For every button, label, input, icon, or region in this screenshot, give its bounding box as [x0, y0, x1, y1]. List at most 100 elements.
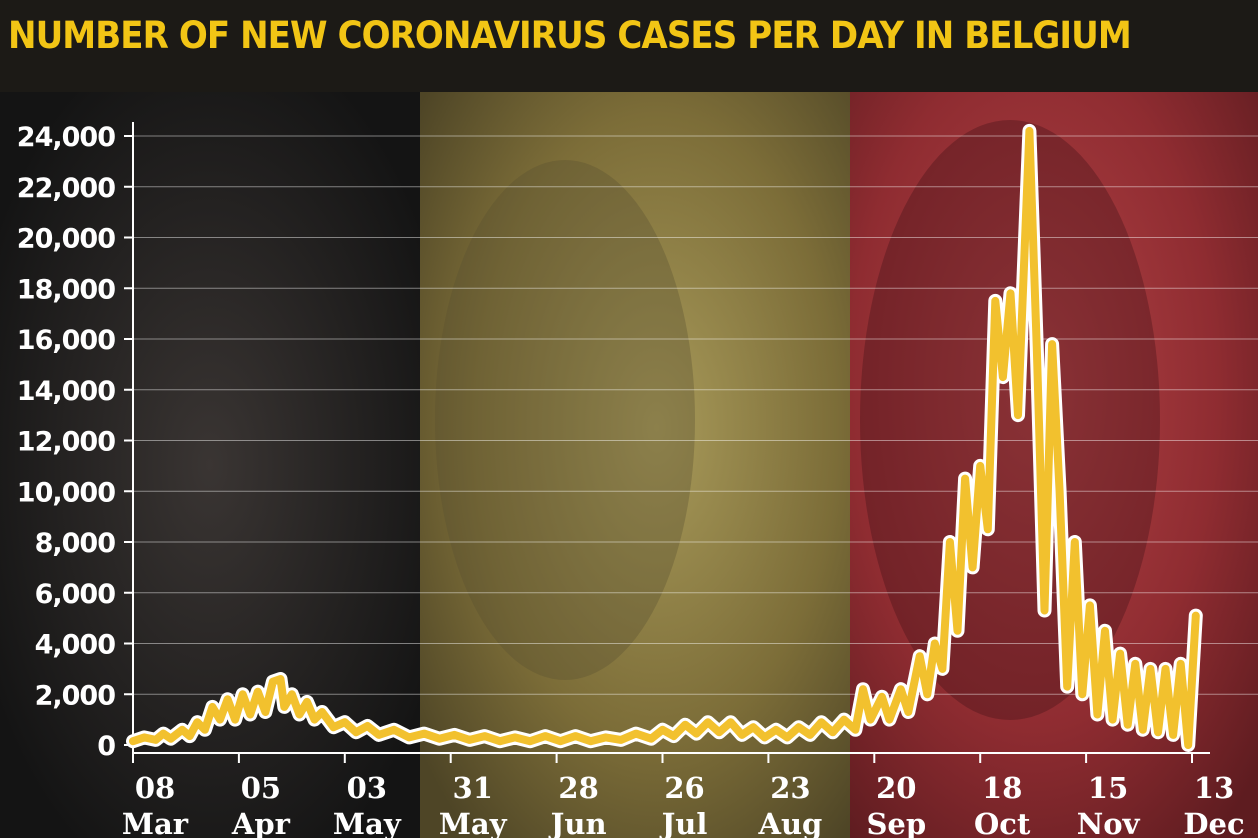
data-point	[469, 739, 471, 741]
x-tick-day: 28	[558, 771, 598, 805]
data-point	[798, 726, 800, 728]
series-group	[126, 123, 1203, 752]
data-point	[650, 738, 652, 740]
data-point	[170, 738, 172, 740]
data-point	[1059, 490, 1061, 492]
y-tick-label: 2,000	[35, 680, 116, 711]
data-point	[1104, 630, 1106, 632]
data-point	[809, 734, 811, 736]
data-point	[575, 735, 576, 737]
data-point	[272, 681, 274, 683]
data-point	[590, 740, 592, 742]
data-point	[291, 693, 293, 695]
x-tick-month: Mar	[122, 807, 189, 838]
data-point	[1096, 714, 1098, 715]
data-point	[907, 711, 909, 713]
data-point	[1112, 719, 1114, 721]
data-point	[559, 740, 561, 742]
x-tick-day: 18	[982, 771, 1022, 805]
data-point	[870, 719, 871, 721]
gridlines	[133, 135, 1258, 695]
data-point	[786, 736, 788, 738]
data-point	[283, 706, 285, 708]
x-tick-month: Dec	[1183, 807, 1244, 838]
data-point	[964, 478, 966, 480]
title-bar: NUMBER OF NEW CORONAVIRUS CASES PER DAY …	[0, 0, 1258, 92]
x-tick-month: Nov	[1077, 807, 1141, 838]
data-point	[438, 738, 440, 740]
data-point	[408, 736, 410, 738]
data-point	[544, 735, 546, 737]
y-tick-label: 18,000	[17, 274, 115, 305]
data-point	[707, 721, 709, 723]
x-tick-day: 05	[241, 771, 281, 805]
data-point	[605, 736, 607, 738]
x-tick-day: 03	[347, 771, 387, 805]
data-point	[881, 696, 883, 698]
data-point	[234, 719, 236, 721]
x-tick-day: 23	[770, 771, 810, 805]
x-tick-day: 31	[453, 771, 493, 805]
data-point	[979, 465, 981, 467]
background-flag	[0, 92, 1258, 838]
data-point	[219, 719, 221, 721]
x-tick-day: 26	[664, 771, 704, 805]
data-point	[333, 726, 334, 728]
x-tick-day: 15	[1088, 771, 1128, 805]
data-point	[1187, 744, 1189, 746]
data-point	[684, 724, 686, 726]
data-point	[1051, 343, 1053, 345]
x-tick-day: 13	[1194, 771, 1234, 805]
data-point	[227, 698, 229, 700]
y-tick-label: 16,000	[17, 325, 115, 356]
data-point	[888, 719, 890, 721]
data-point	[752, 726, 754, 728]
x-tick-day: 20	[876, 771, 916, 805]
data-point	[1066, 686, 1068, 688]
data-point	[1165, 668, 1166, 670]
axes	[132, 122, 1210, 754]
data-point	[1119, 653, 1121, 655]
data-point	[196, 721, 198, 723]
background-figure-shape-2	[860, 120, 1160, 720]
data-point	[264, 711, 266, 713]
x-tick-month: May	[439, 807, 508, 838]
data-point	[355, 731, 357, 733]
data-point	[1089, 604, 1091, 606]
x-tick-month: Sep	[866, 807, 926, 838]
background-figure-shape	[435, 160, 695, 680]
data-point	[306, 701, 308, 703]
data-point	[1081, 693, 1083, 695]
data-point	[204, 729, 206, 731]
data-point	[957, 630, 958, 632]
data-point	[1036, 351, 1038, 353]
x-tick-month: Jun	[548, 807, 607, 838]
x-tick-month: Oct	[974, 807, 1031, 838]
data-point	[1010, 292, 1011, 294]
data-point	[1002, 376, 1004, 378]
y-tick-label: 0	[97, 731, 115, 762]
data-point	[211, 706, 213, 708]
data-point	[393, 729, 395, 731]
x-tick-month: May	[333, 807, 402, 838]
data-point	[181, 729, 183, 731]
data-point	[941, 668, 943, 670]
data-point	[344, 721, 346, 723]
data-point	[934, 643, 936, 644]
y-tick-label: 6,000	[35, 579, 116, 610]
y-tick-label: 10,000	[17, 477, 115, 508]
data-point	[1157, 731, 1159, 733]
data-point	[1017, 414, 1019, 416]
data-point	[775, 729, 777, 731]
data-point	[854, 729, 856, 731]
data-point	[1172, 734, 1174, 736]
data-point	[298, 714, 300, 715]
x-tick-month: Jul	[659, 807, 708, 838]
data-point	[1134, 663, 1136, 665]
data-point	[832, 731, 834, 733]
data-point	[529, 740, 531, 742]
data-point	[1028, 130, 1030, 132]
data-point	[662, 729, 663, 731]
data-point	[994, 300, 996, 302]
